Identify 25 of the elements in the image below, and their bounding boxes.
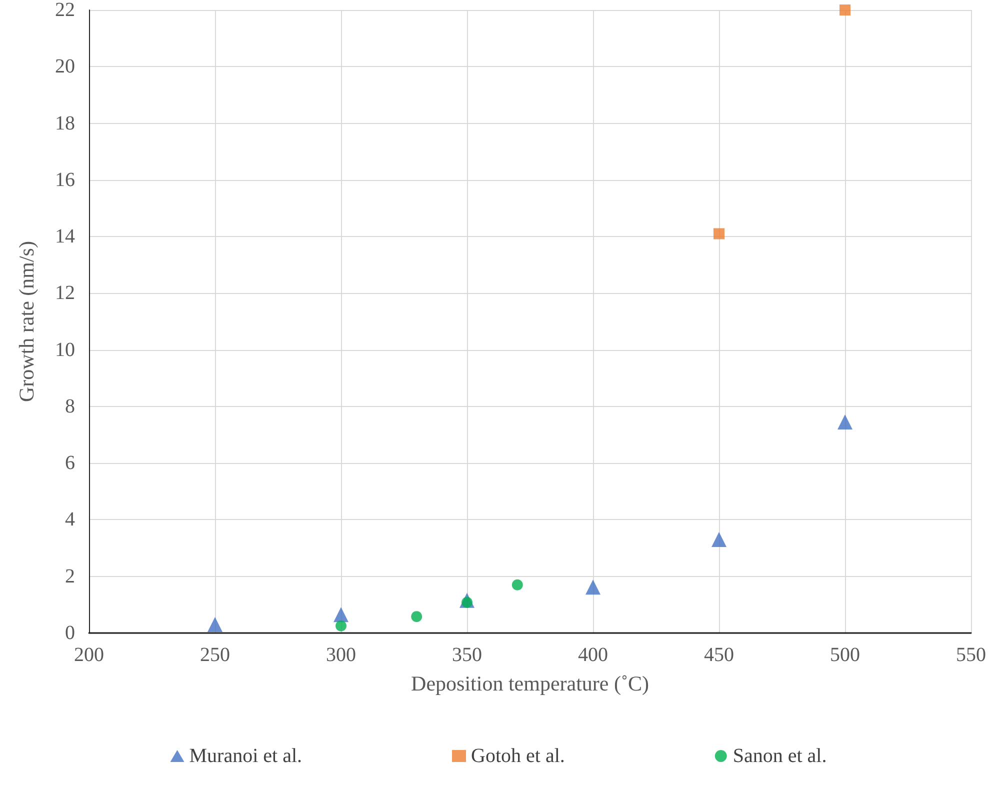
y-tick-label: 20 [55, 56, 75, 78]
y-tick-label: 12 [55, 282, 75, 304]
x-tick-label: 350 [452, 644, 482, 666]
y-tick-label: 14 [55, 226, 75, 248]
legend-label: Gotoh et al. [471, 745, 565, 767]
x-tick-label: 250 [200, 644, 230, 666]
x-tick-label: 200 [74, 644, 104, 666]
x-tick-label: 450 [704, 644, 734, 666]
x-axis-title: Deposition temperature (˚C) [411, 672, 649, 696]
y-tick-label: 4 [65, 508, 75, 531]
y-tick-label: 0 [65, 622, 75, 644]
x-tick-label: 300 [326, 644, 356, 666]
y-tick-label: 22 [55, 0, 75, 21]
y-tick-label: 6 [65, 452, 75, 474]
y-tick-label: 8 [65, 395, 75, 418]
y-tick-label: 2 [65, 565, 75, 588]
y-tick-label: 10 [55, 338, 75, 361]
legend-label: Sanon et al. [732, 745, 827, 767]
legend-label: Muranoi et al. [189, 745, 302, 767]
x-tick-label: 400 [578, 644, 608, 666]
y-tick-label: 18 [55, 112, 75, 134]
x-tick-label: 500 [830, 644, 860, 666]
x-tick-label: 550 [956, 644, 986, 666]
y-axis-title: Growth rate (nm/s) [14, 241, 38, 402]
y-tick-label: 16 [55, 168, 75, 191]
